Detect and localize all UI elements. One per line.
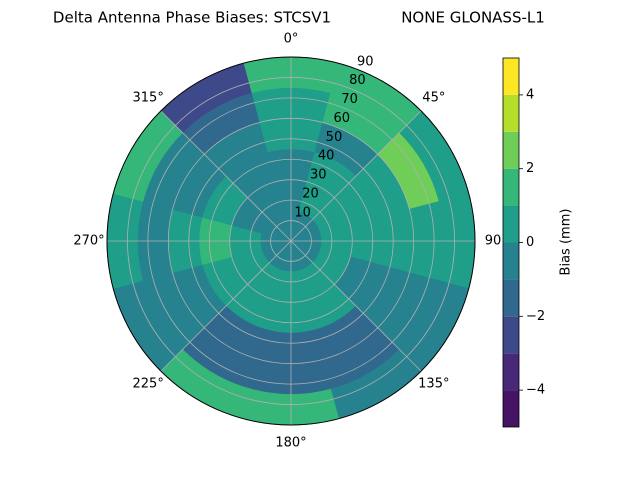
theta-tick-label: 90 [485,234,502,249]
colorbar-band [503,279,519,317]
angular-grid-line [290,240,422,372]
theta-tick-label: 135° [418,376,449,391]
colorbar-tick-label: 0 [526,235,534,250]
r-tick-label: 30 [310,168,327,183]
polar-frame [106,56,476,426]
colorbar-band [503,390,519,427]
colorbar-band [503,205,519,243]
theta-tick-label: 45° [422,91,445,106]
colorbar-tick-label: 2 [526,161,534,176]
colorbar-tick-label: −2 [526,309,545,324]
colorbar-band [503,168,519,206]
theta-tick-label: 225° [133,376,164,391]
r-tick-label: 50 [326,130,343,145]
angular-grid-line [160,240,292,372]
colorbar-band [503,94,519,132]
colorbar-tick-label: −4 [526,383,545,398]
theta-tick-label: 270° [73,234,104,249]
r-tick-label: 40 [318,149,335,164]
r-tick-label: 60 [333,111,350,126]
theta-tick-label: 315° [133,91,164,106]
colorbar-band [503,242,519,280]
chart-subtitle: NONE GLONASS-L1 [401,9,545,27]
r-tick-label: 80 [349,73,366,88]
colorbar-label: Bias (mm) [559,209,574,276]
colorbar-band [503,353,519,391]
r-tick-label: 20 [302,186,319,201]
colorbar-band [503,316,519,354]
angular-grid-line [290,110,422,242]
r-tick-label: 70 [341,92,358,107]
theta-tick-label: 180° [275,436,306,451]
colorbar-band [503,131,519,169]
colorbar-band [503,58,519,95]
r-tick-label: 10 [294,205,311,220]
theta-tick-label: 0° [284,32,299,47]
chart-title: Delta Antenna Phase Biases: STCSV1 [53,9,331,27]
colorbar-tick-label: 4 [526,87,534,102]
r-tick-label: 90 [357,54,374,69]
angular-grid-line [160,110,292,242]
